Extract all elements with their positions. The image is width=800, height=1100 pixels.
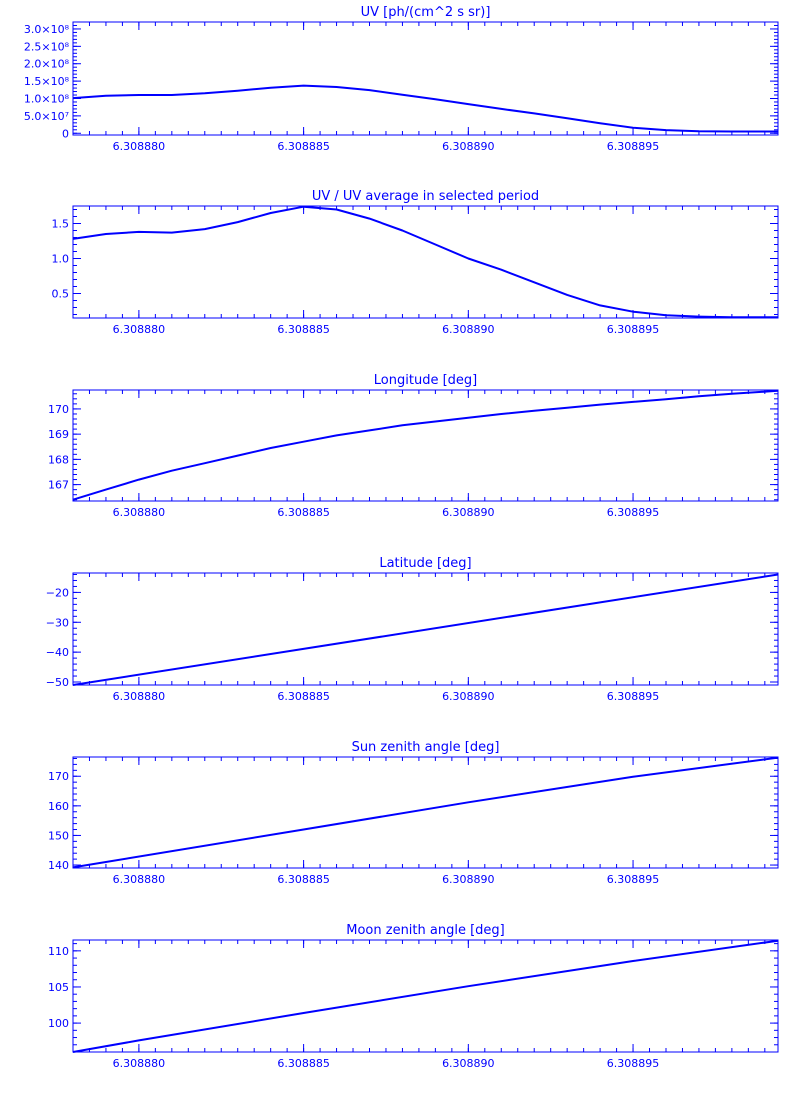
y-tick-label: 100: [48, 1017, 69, 1030]
chart-panel-4: Latitude [deg] 6.308880 6.308885 6.308890 6.…: [46, 556, 779, 703]
y-tick-label: 160: [48, 800, 69, 813]
chart-panel-5: Sun zenith angle [deg] 6.308880 6.308885 6.…: [48, 740, 779, 886]
chart-panel-3: Longitude [deg] 6.308880 6.308885 6.308890 6…: [48, 373, 779, 519]
y-tick-label: 0: [62, 127, 69, 140]
series-line-1: [72, 389, 779, 501]
series-line-1: [72, 939, 779, 1053]
y-tick-label: 170: [48, 403, 69, 416]
y-tick-label: 1.0: [52, 253, 70, 266]
plot-frame: [72, 205, 779, 319]
x-tick-label: 6.308890: [442, 1057, 495, 1070]
x-tick-label: 6.308885: [277, 690, 330, 703]
plot-frame: [72, 939, 779, 1053]
y-tick-label: 0.5: [52, 288, 70, 301]
chart-title: UV / UV average in selected period: [312, 189, 539, 204]
x-tick-label: 6.308885: [277, 1057, 330, 1070]
chart-panels: UV [ph/(cm^2 s sr)] 6.308880 6.308885 6.308…: [24, 5, 779, 1070]
series-line-1: [72, 205, 778, 319]
series-line-1: [72, 756, 779, 869]
chart-title: UV [ph/(cm^2 s sr)]: [361, 5, 491, 20]
y-tick-label: −30: [46, 616, 69, 629]
x-tick-label: 6.308880: [113, 506, 166, 519]
plot-frame: [72, 756, 779, 869]
chart-title: Moon zenith angle [deg]: [346, 923, 504, 938]
plot-frame: [72, 21, 779, 136]
x-tick-label: 6.308895: [607, 1057, 660, 1070]
y-tick-label: 1.5×10⁸: [24, 75, 70, 88]
x-tick-label: 6.308890: [442, 323, 495, 336]
y-tick-label: 167: [48, 479, 69, 492]
y-tick-label: −20: [46, 586, 69, 599]
y-tick-label: −40: [46, 646, 69, 659]
x-tick-label: 6.308895: [607, 506, 660, 519]
x-tick-label: 6.308880: [113, 1057, 166, 1070]
y-tick-label: 170: [48, 770, 69, 783]
series-line-1: [72, 573, 779, 686]
x-tick-label: 6.308890: [442, 140, 495, 153]
x-tick-label: 6.308885: [277, 506, 330, 519]
x-tick-label: 6.308885: [277, 873, 330, 886]
x-tick-label: 6.308895: [607, 140, 660, 153]
x-tick-label: 6.308880: [113, 140, 166, 153]
x-tick-label: 6.308895: [607, 323, 660, 336]
chart-title: Latitude [deg]: [379, 556, 471, 571]
chart-panel-2: UV / UV average in selected period 6.3088…: [52, 189, 779, 336]
y-tick-label: 3.0×10⁸: [24, 23, 70, 36]
y-tick-label: −50: [46, 676, 69, 689]
y-tick-label: 2.0×10⁸: [24, 58, 70, 71]
y-tick-label: 110: [48, 945, 69, 958]
y-tick-label: 1.5: [52, 218, 70, 231]
x-tick-label: 6.308890: [442, 506, 495, 519]
chart-panel-1: UV [ph/(cm^2 s sr)] 6.308880 6.308885 6.308…: [24, 5, 779, 153]
x-tick-label: 6.308895: [607, 690, 660, 703]
series-line-1: [72, 84, 778, 133]
y-tick-label: 168: [48, 453, 69, 466]
y-tick-label: 150: [48, 829, 69, 842]
y-tick-label: 105: [48, 981, 69, 994]
y-tick-label: 140: [48, 859, 69, 872]
x-tick-label: 6.308895: [607, 873, 660, 886]
x-tick-label: 6.308890: [442, 873, 495, 886]
plot-frame: [72, 572, 779, 686]
y-tick-label: 1.0×10⁸: [24, 92, 70, 105]
y-tick-label: 5.0×10⁷: [24, 110, 69, 123]
plot-frame: [72, 389, 779, 502]
x-tick-label: 6.308890: [442, 690, 495, 703]
x-tick-label: 6.308885: [277, 140, 330, 153]
chart-panel-6: Moon zenith angle [deg] 6.308880 6.308885 6…: [48, 923, 779, 1070]
chart-title: Sun zenith angle [deg]: [352, 740, 500, 755]
y-tick-label: 2.5×10⁸: [24, 40, 70, 53]
y-tick-label: 169: [48, 428, 69, 441]
x-tick-label: 6.308880: [113, 690, 166, 703]
x-tick-label: 6.308880: [113, 323, 166, 336]
x-tick-label: 6.308885: [277, 323, 330, 336]
x-tick-label: 6.308880: [113, 873, 166, 886]
chart-title: Longitude [deg]: [374, 373, 477, 388]
